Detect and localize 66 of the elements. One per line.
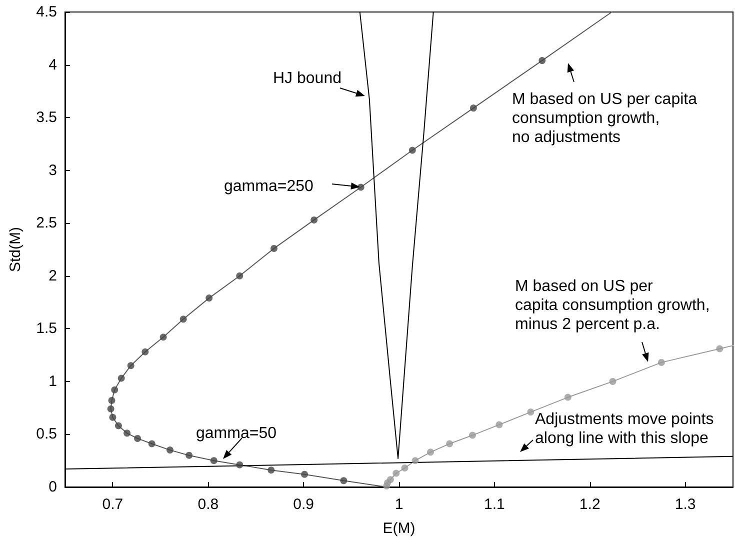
y-tick-label: 0.5 bbox=[36, 426, 57, 443]
x-tick-label: 0.9 bbox=[293, 496, 314, 513]
point bbox=[111, 386, 118, 394]
point bbox=[408, 146, 416, 154]
point bbox=[468, 432, 476, 439]
annotation: Adjustments move points along line with this slope bbox=[535, 411, 714, 447]
y-tick-label: 1.5 bbox=[36, 320, 57, 338]
point bbox=[392, 470, 400, 477]
point bbox=[124, 430, 131, 437]
point bbox=[340, 477, 348, 484]
y-tick-label: 0 bbox=[48, 478, 57, 496]
x-tick-label: 1.2 bbox=[579, 496, 600, 513]
point bbox=[108, 396, 116, 404]
y-tick-label: 2 bbox=[48, 267, 57, 284]
point bbox=[166, 446, 174, 454]
y-tick-label: 3.5 bbox=[36, 109, 57, 126]
x-axis-title: E(M) bbox=[382, 520, 416, 537]
point bbox=[564, 394, 572, 401]
annotation: M based on US per capita consumption growth, no adjustments bbox=[512, 91, 698, 146]
point bbox=[386, 476, 394, 484]
point bbox=[142, 348, 149, 356]
point bbox=[357, 184, 364, 191]
point bbox=[310, 216, 318, 224]
annotation: gamma=250 bbox=[224, 178, 314, 195]
point bbox=[268, 466, 275, 474]
point bbox=[186, 452, 193, 459]
point bbox=[527, 408, 534, 416]
point bbox=[148, 440, 156, 448]
point bbox=[609, 378, 616, 385]
y-tick-label: 2.5 bbox=[36, 214, 57, 232]
annotation: HJ bound bbox=[273, 70, 342, 87]
x-tick-label: 1.1 bbox=[484, 496, 505, 513]
point bbox=[118, 374, 125, 382]
point bbox=[716, 345, 724, 352]
y-tick-label: 4 bbox=[48, 56, 57, 74]
x-tick-label: 0.8 bbox=[198, 496, 219, 513]
x-tick-label: 0.7 bbox=[102, 496, 124, 513]
point bbox=[206, 294, 213, 302]
point bbox=[427, 448, 434, 456]
y-tick-label: 1 bbox=[48, 372, 57, 390]
y-tick-label: 4.5 bbox=[36, 4, 57, 20]
point bbox=[180, 316, 187, 323]
point bbox=[114, 422, 122, 430]
point bbox=[470, 104, 477, 112]
annotation: gamma=50 bbox=[196, 425, 277, 442]
annotation: M based on US per capita consumption growth, minus 2 percent p.a. bbox=[515, 278, 710, 333]
y-tick-label: 3 bbox=[48, 162, 57, 179]
point bbox=[210, 457, 218, 464]
point bbox=[538, 57, 546, 64]
point bbox=[236, 272, 244, 280]
point bbox=[107, 405, 114, 412]
point bbox=[127, 362, 134, 370]
point bbox=[658, 358, 665, 366]
x-tick-label: 1 bbox=[394, 496, 404, 513]
point bbox=[134, 434, 142, 442]
point bbox=[412, 457, 419, 464]
point bbox=[160, 334, 167, 341]
point bbox=[270, 244, 278, 252]
point bbox=[496, 421, 503, 428]
y-axis-title: Std(M) bbox=[7, 226, 24, 272]
point bbox=[109, 414, 116, 421]
point bbox=[236, 461, 244, 468]
point bbox=[446, 440, 454, 448]
x-tick-label: 1.3 bbox=[674, 496, 696, 513]
point bbox=[401, 464, 408, 472]
point bbox=[301, 470, 308, 478]
